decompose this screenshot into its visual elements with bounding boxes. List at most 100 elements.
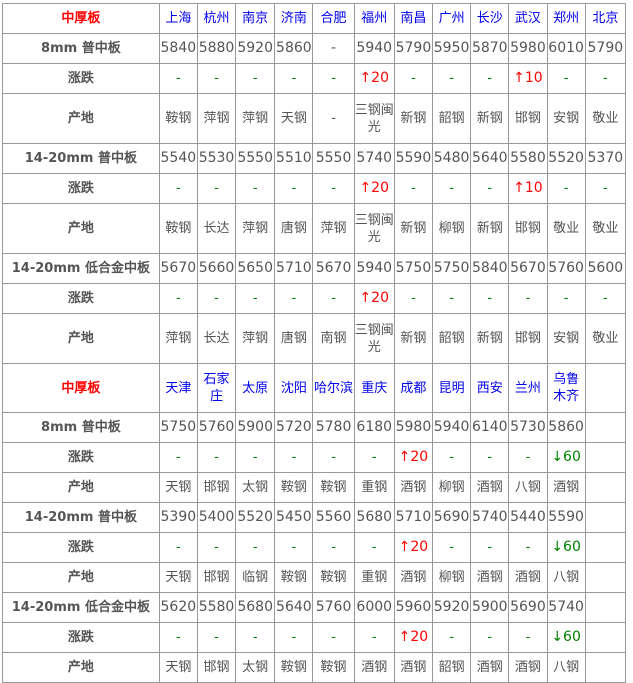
city-header: [584, 363, 627, 413]
origin-row: 产地 鞍钢 萍钢 萍钢 天钢 - 三钢闽光 新钢 韶钢 新钢 邯钢 安钢 敬业: [2, 93, 627, 144]
change-cell: [584, 442, 627, 473]
origin-cell: [584, 472, 627, 503]
origin-cell: -: [312, 93, 355, 144]
change-cell: -: [196, 442, 237, 473]
change-label: 涨跌: [2, 442, 160, 473]
change-row: 涨跌 - - - - - - ↑20- - - ↓60: [2, 622, 627, 653]
price-cell: 5550: [235, 143, 276, 174]
price-cell: 5790: [393, 33, 434, 64]
price-cell: 5840: [158, 33, 198, 64]
price-cell: 5550: [312, 143, 355, 174]
price-cell: 5670: [508, 253, 548, 284]
price-cell: 5670: [158, 253, 198, 284]
change-cell: -: [393, 283, 434, 314]
city-header: 福州: [353, 3, 395, 34]
origin-cell: 柳钢: [431, 203, 472, 254]
change-cell: -: [312, 532, 355, 563]
price-cell: 5540: [158, 143, 198, 174]
price-row: 14-20mm 普中板 5390 5400 5520 5450 5560 5680 5710 5…: [2, 502, 627, 533]
change-cell: ↑10: [508, 173, 548, 204]
city-header: 兰州: [508, 363, 548, 413]
origin-label: 产地: [2, 93, 160, 144]
change-cell: -: [393, 173, 434, 204]
steel-price-table: 中厚板 上海 杭州 南京 济南 合肥 福州 南昌 广州 长沙 武汉 郑州 北京 8mm 普中板 5840 58…: [2, 3, 627, 683]
price-cell: 5760: [312, 592, 355, 623]
origin-cell: 酒钢: [470, 562, 510, 593]
origin-cell: 新钢: [470, 203, 510, 254]
price-cell: 5870: [470, 33, 510, 64]
change-cell: -: [584, 283, 627, 314]
origin-cell: 韶钢: [431, 313, 472, 364]
price-cell: 5580: [196, 592, 237, 623]
price-cell: [584, 502, 627, 533]
change-cell: -: [546, 173, 586, 204]
city-header: 合肥: [312, 3, 355, 34]
change-cell: -: [353, 532, 395, 563]
change-cell: -: [235, 622, 276, 653]
change-cell: ↑10: [508, 63, 548, 94]
change-cell: ↑20: [353, 283, 395, 314]
section-title: 中厚板: [2, 3, 160, 34]
origin-cell: 八钢: [546, 652, 586, 683]
change-cell: -: [312, 283, 355, 314]
price-cell: 5730: [508, 412, 548, 443]
price-cell: 5680: [353, 502, 395, 533]
city-header: 杭州: [196, 3, 237, 34]
price-cell: 5590: [546, 502, 586, 533]
change-cell: -: [158, 283, 198, 314]
change-cell: -: [158, 622, 198, 653]
city-header: 南京: [235, 3, 276, 34]
change-cell: -: [470, 442, 510, 473]
change-cell: -: [196, 283, 237, 314]
product-name: 8mm 普中板: [2, 412, 160, 443]
change-label: 涨跌: [2, 283, 160, 314]
change-cell: -: [431, 622, 472, 653]
origin-cell: 八钢: [508, 472, 548, 503]
price-cell: 5690: [431, 502, 472, 533]
origin-label: 产地: [2, 652, 160, 683]
change-cell: -: [235, 63, 276, 94]
origin-cell: 天钢: [158, 652, 198, 683]
change-cell: -: [312, 173, 355, 204]
city-header: 济南: [274, 3, 314, 34]
origin-row: 产地 天钢 邯钢 太钢 鞍钢 鞍钢 酒钢 酒钢 韶钢 酒钢 酒钢 八钢: [2, 652, 627, 683]
price-cell: 5590: [393, 143, 434, 174]
origin-cell: 天钢: [158, 562, 198, 593]
price-cell: 5950: [431, 33, 472, 64]
price-cell: 5780: [312, 412, 355, 443]
change-cell: -: [158, 173, 198, 204]
origin-cell: 鞍钢: [158, 93, 198, 144]
origin-cell: 敬业: [546, 203, 586, 254]
origin-cell: 邯钢: [508, 203, 548, 254]
price-cell: 5390: [158, 502, 198, 533]
price-cell: 5940: [353, 33, 395, 64]
origin-cell: 三钢闽光: [353, 313, 395, 364]
price-cell: 5750: [158, 412, 198, 443]
change-cell: -: [508, 442, 548, 473]
change-cell: -: [196, 532, 237, 563]
change-cell: -: [470, 283, 510, 314]
change-label: 涨跌: [2, 173, 160, 204]
price-cell: 5450: [274, 502, 314, 533]
change-cell: -: [274, 622, 314, 653]
change-cell: -: [546, 283, 586, 314]
price-cell: 5840: [470, 253, 510, 284]
origin-cell: 鞍钢: [274, 472, 314, 503]
origin-cell: 萍钢: [235, 203, 276, 254]
change-cell: ↑20: [393, 532, 434, 563]
change-cell: -: [158, 442, 198, 473]
price-cell: [584, 592, 627, 623]
change-cell: -: [508, 622, 548, 653]
origin-cell: [584, 562, 627, 593]
change-cell: -: [312, 63, 355, 94]
origin-cell: 天钢: [274, 93, 314, 144]
price-cell: 5690: [508, 592, 548, 623]
origin-cell: 敬业: [584, 313, 627, 364]
price-cell: 5640: [274, 592, 314, 623]
change-cell: -: [312, 622, 355, 653]
price-cell: 5560: [312, 502, 355, 533]
origin-cell: 新钢: [393, 313, 434, 364]
change-cell: [584, 622, 627, 653]
origin-label: 产地: [2, 313, 160, 364]
product-name: 14-20mm 普中板: [2, 502, 160, 533]
